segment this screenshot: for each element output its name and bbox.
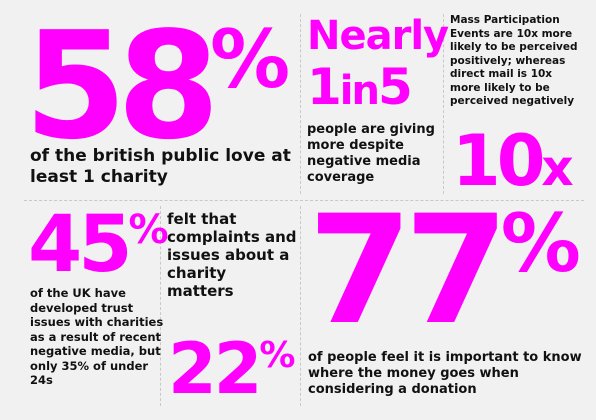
stat-77-caption: of people feel it is important to know w… (308, 350, 582, 397)
divider-vertical-top-2 (443, 14, 444, 194)
stat-45-number: 45 (28, 200, 133, 290)
stat-10x-figure: 10x (452, 126, 574, 196)
stat-58-number: 58 (24, 0, 220, 172)
stat-10x-suffix: x (541, 139, 574, 197)
stat-22-number: 22 (168, 328, 262, 410)
stat-58-caption: of the british public love at least 1 ch… (30, 146, 291, 187)
stat-1in5-caption: people are giving more despite negative … (307, 122, 435, 185)
stat-45-figure: 45% (28, 206, 169, 284)
stat-77-number: 77 (308, 184, 509, 358)
divider-vertical-bottom-2 (300, 206, 301, 406)
stat-58-figure: 58% (24, 12, 290, 160)
stat-10x-caption: Mass Participation Events are 10x more l… (450, 14, 578, 107)
stat-22-caption: felt that complaints and issues about a … (167, 210, 297, 300)
stat-1in5-lead: Nearly (307, 13, 449, 59)
stat-58-suffix: % (209, 13, 291, 106)
stat-22-figure: 22% (168, 334, 296, 404)
stat-45-suffix: % (128, 207, 169, 253)
stat-1in5-number-2: 5 (377, 58, 413, 116)
stat-1in5-middle: in (339, 68, 380, 114)
stat-77-suffix: % (500, 197, 581, 290)
divider-vertical-bottom-1 (160, 206, 161, 406)
stat-1in5-number-1: 1 (307, 58, 342, 116)
stat-1in5-figure: 1in5 (307, 62, 413, 116)
divider-horizontal (24, 200, 584, 201)
stat-10x-number: 10 (452, 120, 545, 202)
stat-45-caption: of the UK have developed trust issues wi… (30, 286, 164, 387)
stat-22-suffix: % (259, 335, 296, 376)
stat-77-figure: 77% (308, 196, 581, 346)
divider-vertical-top-1 (300, 14, 301, 194)
